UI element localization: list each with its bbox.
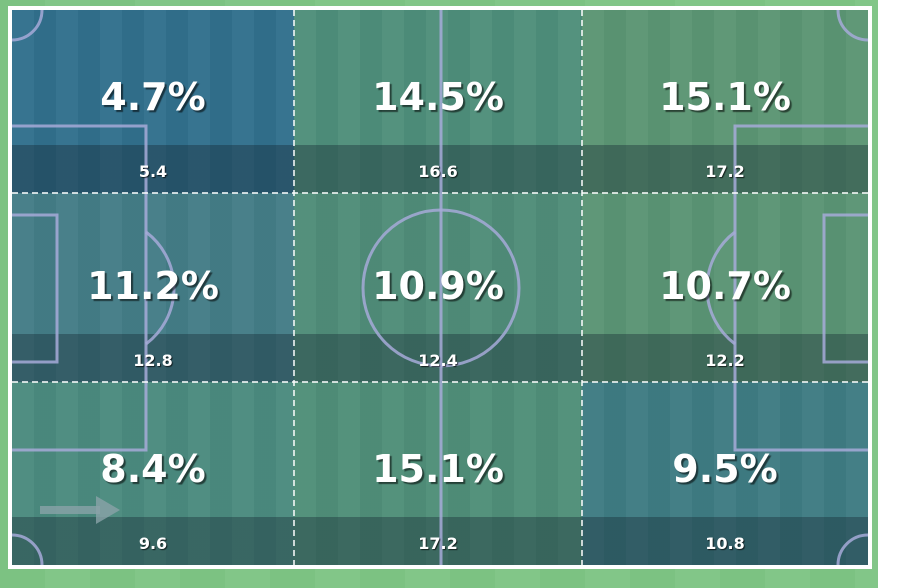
left-goal-area bbox=[12, 213, 59, 364]
value-band bbox=[582, 517, 868, 565]
cell-percentage: 9.5% bbox=[672, 447, 778, 491]
value-band bbox=[294, 145, 582, 193]
right-goal-area bbox=[822, 213, 868, 364]
cell-label-group: 4.7% 5.4 bbox=[12, 10, 294, 193]
cell-label-group: 10.7% 12.2 bbox=[582, 193, 868, 382]
right-penalty-box bbox=[733, 124, 868, 452]
heatmap-cell bbox=[582, 382, 868, 565]
pitch-lines bbox=[12, 10, 868, 565]
value-band bbox=[12, 517, 294, 565]
cell-percentage: 10.7% bbox=[659, 264, 791, 308]
value-band bbox=[294, 517, 582, 565]
cell-label-group: 11.2% 12.8 bbox=[12, 193, 294, 382]
cell-label-group: 9.5% 10.8 bbox=[582, 382, 868, 565]
cell-value: 12.2 bbox=[705, 351, 745, 370]
value-band bbox=[12, 334, 294, 382]
value-band bbox=[582, 145, 868, 193]
cell-value: 17.2 bbox=[418, 534, 458, 553]
zone-grid bbox=[12, 10, 868, 565]
cell-percentage: 11.2% bbox=[87, 264, 219, 308]
heatmap-cell bbox=[582, 10, 868, 193]
cell-label-group: 8.4% 9.6 bbox=[12, 382, 294, 565]
cell-label-group: 14.5% 16.6 bbox=[294, 10, 582, 193]
cell-percentage: 15.1% bbox=[372, 447, 504, 491]
cell-value: 17.2 bbox=[705, 162, 745, 181]
corner-arc bbox=[836, 10, 868, 42]
left-penalty-box bbox=[12, 124, 148, 452]
cell-value: 10.8 bbox=[705, 534, 745, 553]
heatmap-cell bbox=[294, 193, 582, 382]
cell-percentage: 14.5% bbox=[372, 75, 504, 119]
cell-percentage: 15.1% bbox=[659, 75, 791, 119]
value-band bbox=[582, 334, 868, 382]
cell-percentage: 4.7% bbox=[100, 75, 206, 119]
cell-percentage: 10.9% bbox=[372, 264, 504, 308]
heatmap-cell bbox=[294, 10, 582, 193]
cell-value: 16.6 bbox=[418, 162, 458, 181]
heatmap-cell bbox=[582, 193, 868, 382]
cell-value: 12.4 bbox=[418, 351, 458, 370]
cell-label-group: 15.1% 17.2 bbox=[582, 10, 868, 193]
right-penalty-arc bbox=[705, 230, 736, 346]
corner-arc bbox=[12, 533, 44, 565]
cell-value: 9.6 bbox=[138, 534, 168, 553]
left-penalty-arc bbox=[145, 230, 176, 346]
cell-value: 12.8 bbox=[133, 351, 173, 370]
cell-value: 5.4 bbox=[138, 162, 168, 181]
corner-arc bbox=[836, 533, 868, 565]
center-circle bbox=[361, 208, 521, 368]
value-band bbox=[12, 145, 294, 193]
cell-label-group: 15.1% 17.2 bbox=[294, 382, 582, 565]
heatmap-cell bbox=[12, 382, 294, 565]
corner-arc bbox=[12, 10, 44, 42]
attack-direction-arrow-icon bbox=[40, 496, 120, 524]
heatmap-cell bbox=[12, 10, 294, 193]
heatmap-cell bbox=[294, 382, 582, 565]
heatmap-cell bbox=[12, 193, 294, 382]
value-band bbox=[294, 334, 582, 382]
cell-percentage: 8.4% bbox=[100, 447, 206, 491]
cell-label-group: 10.9% 12.4 bbox=[294, 193, 582, 382]
